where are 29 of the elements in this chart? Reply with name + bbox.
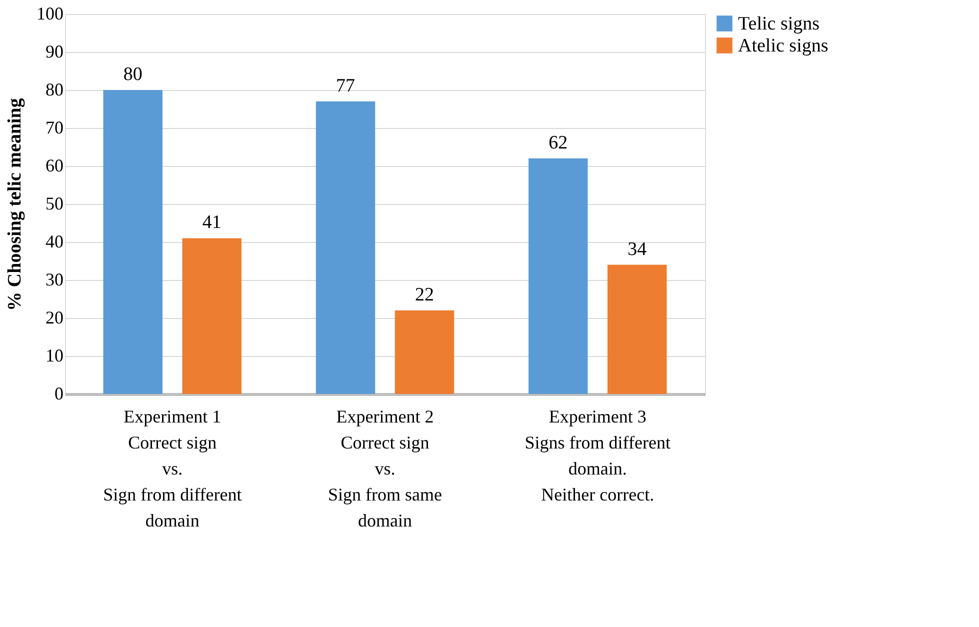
legend-label: Atelic signs — [738, 36, 828, 56]
data-label: 22 — [414, 284, 434, 306]
y-tick-label: 60 — [46, 156, 64, 176]
bar — [528, 158, 588, 394]
y-tick-label: 100 — [36, 4, 64, 24]
x-tick-label: Experiment 2 Correct sign vs. Sign from same domain — [328, 406, 442, 530]
y-tick-label: 30 — [46, 270, 64, 290]
data-label: 77 — [336, 75, 356, 96]
bar — [103, 90, 163, 394]
y-tick-label: 90 — [46, 42, 64, 62]
bar — [182, 238, 242, 394]
y-tick-label: 0 — [54, 384, 64, 404]
x-tick-label: Experiment 1 Correct sign vs. Sign from different domain — [103, 406, 242, 530]
x-tick-label: Experiment 3 Signs from different domain. Neither correct. — [524, 406, 670, 504]
data-label: 34 — [628, 238, 648, 260]
bar — [316, 101, 376, 394]
data-label: 80 — [123, 64, 142, 85]
y-axis-title: % Choosing telic meaning — [4, 98, 26, 311]
y-tick-label: 40 — [46, 232, 64, 252]
data-label: 41 — [202, 212, 222, 234]
y-tick-label: 10 — [46, 346, 64, 366]
y-tick-label: 80 — [46, 80, 64, 100]
legend-label: Telic signs — [738, 14, 820, 34]
y-tick-label: 50 — [46, 194, 64, 214]
data-label: 62 — [548, 132, 568, 154]
bar — [607, 264, 667, 394]
bar — [394, 310, 454, 394]
y-tick-label: 70 — [46, 118, 64, 138]
y-tick-label: 20 — [46, 308, 64, 328]
